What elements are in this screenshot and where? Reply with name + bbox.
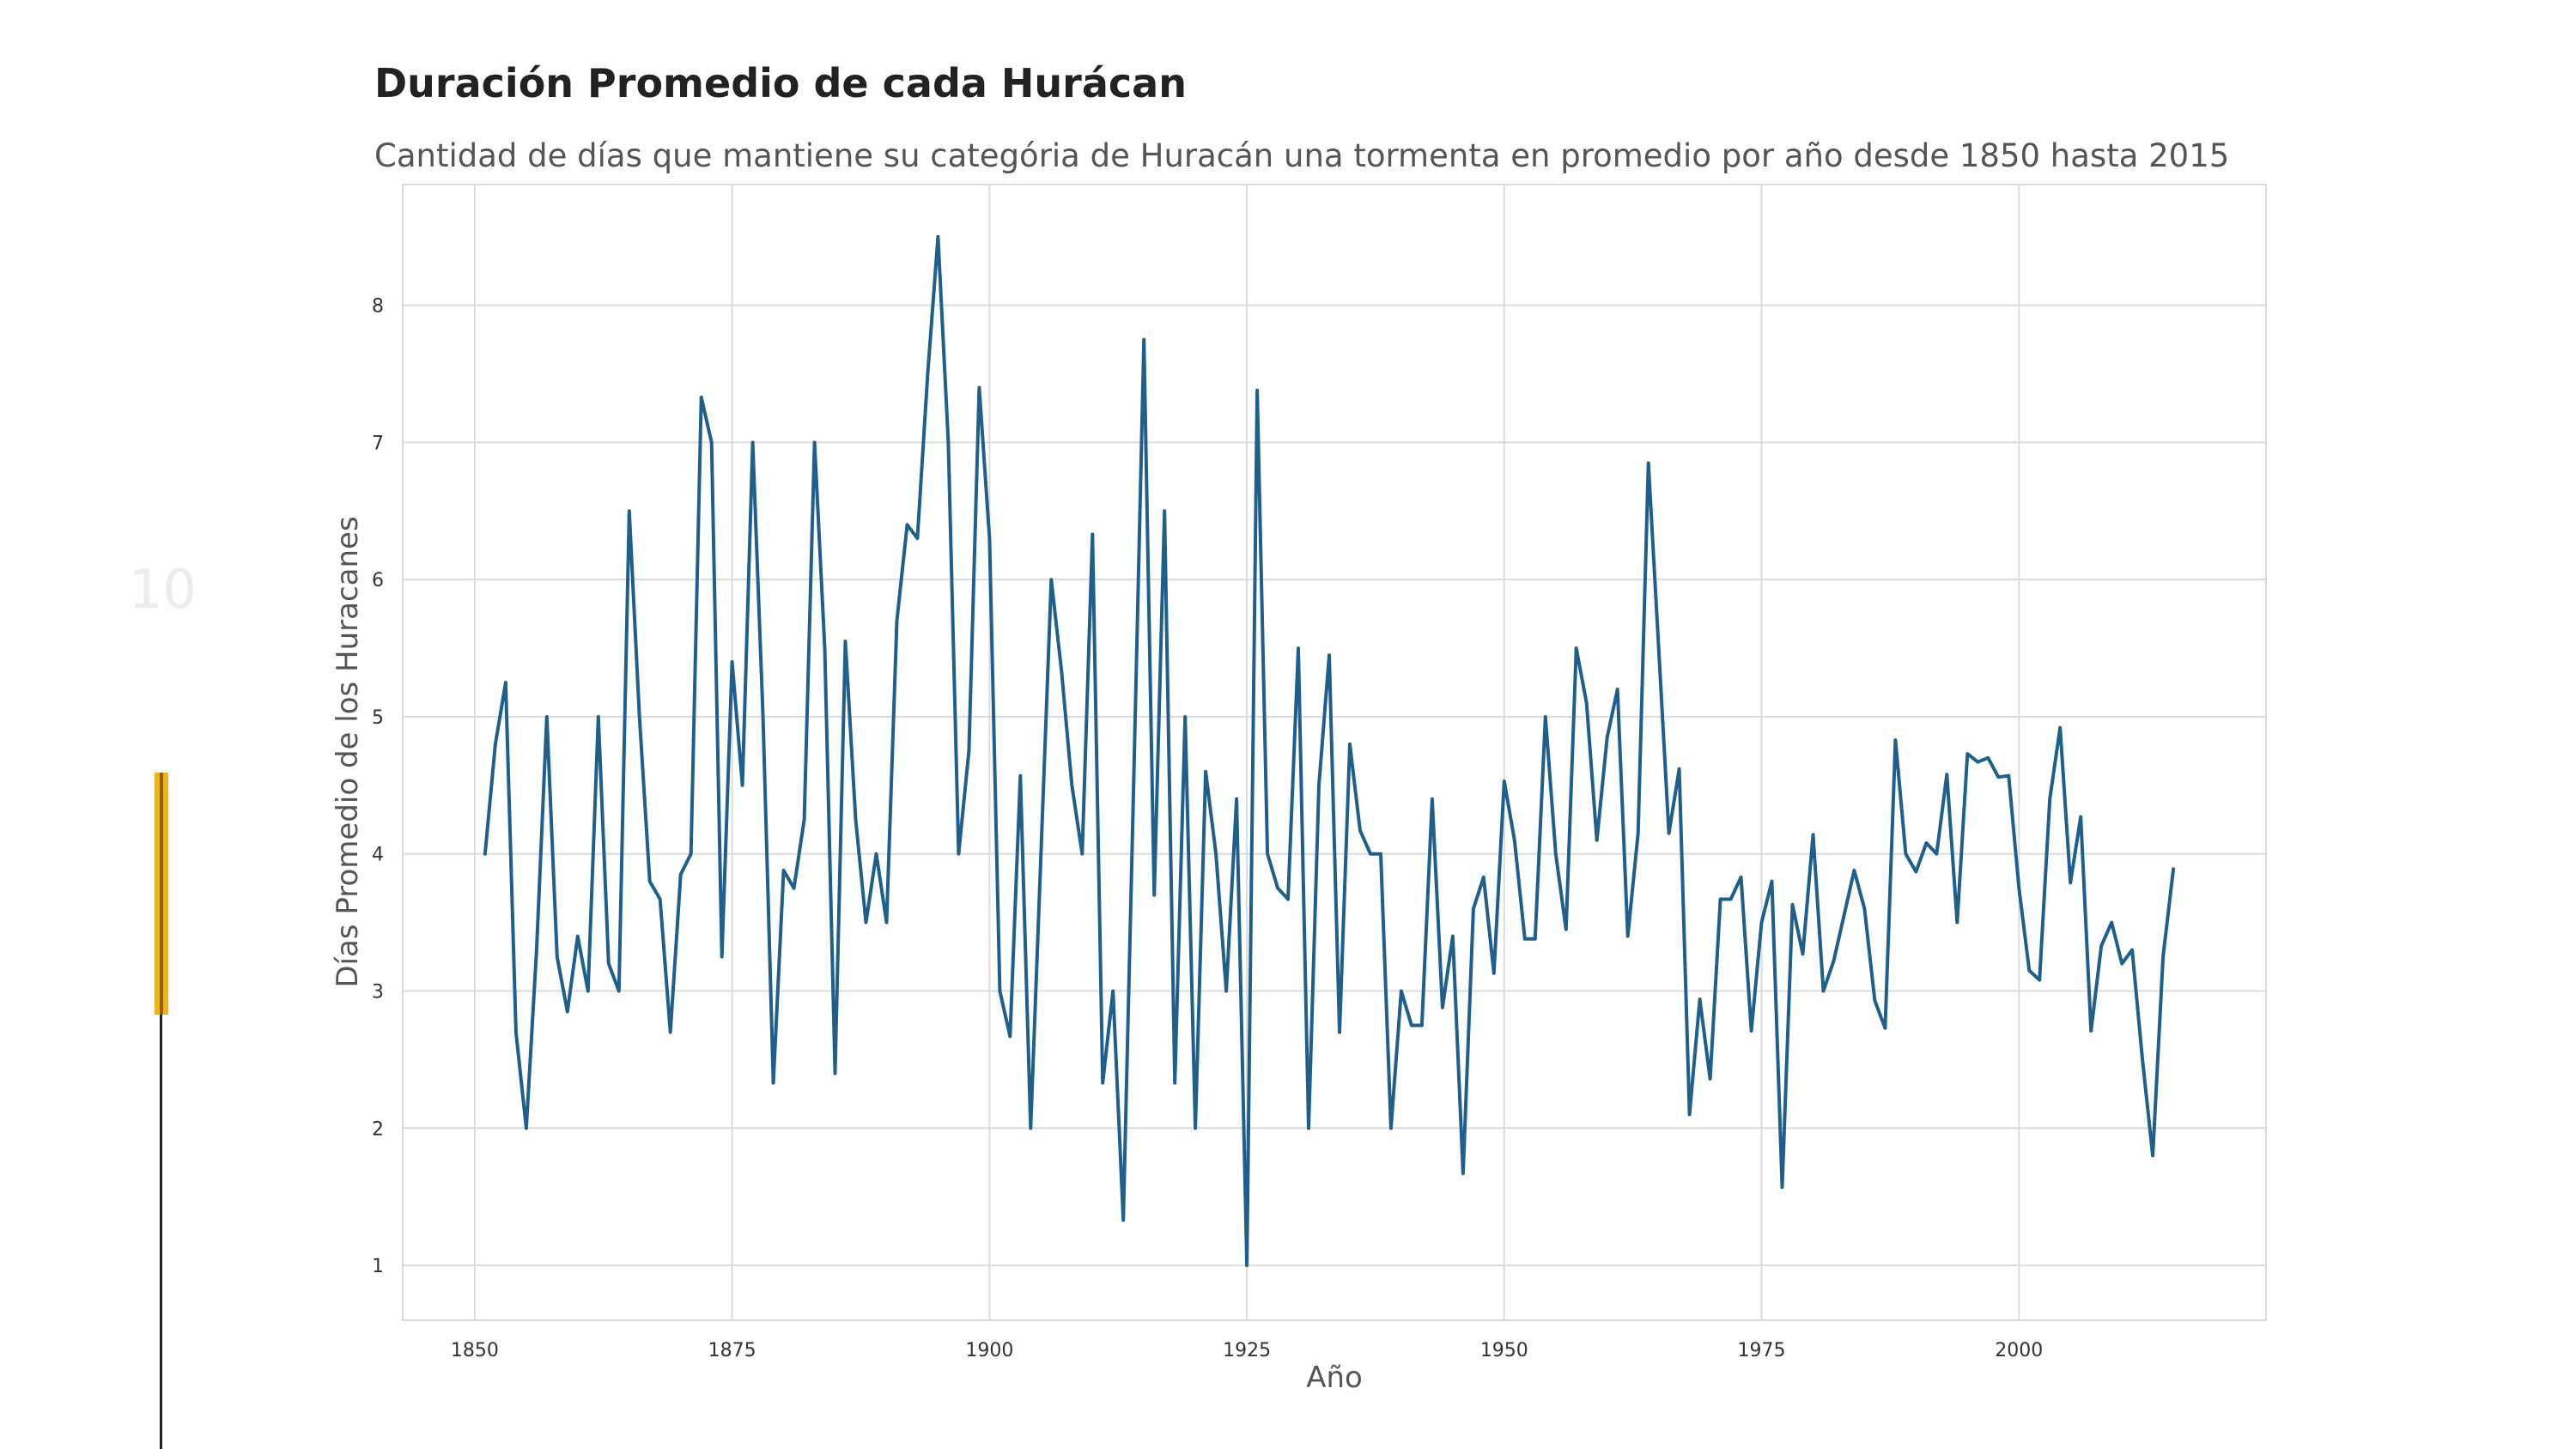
y-tick-label: 5 xyxy=(372,707,384,729)
x-tick-label: 2000 xyxy=(1995,1340,2043,1361)
y-tick-label: 8 xyxy=(372,296,384,318)
x-tick-labels: 1850 1875 1900 1925 1950 1975 2000 xyxy=(451,1340,2043,1361)
x-tick-label: 1925 xyxy=(1223,1340,1271,1361)
chart-subtitle: Cantidad de días que mantiene su categór… xyxy=(374,137,2230,174)
x-tick-label: 1850 xyxy=(451,1340,499,1361)
x-axis-label: Año xyxy=(1306,1361,1363,1395)
plot-frame xyxy=(402,184,2267,1321)
timeline-line xyxy=(160,773,162,1449)
y-tick-label: 4 xyxy=(372,845,384,866)
timeline-accent-core xyxy=(160,773,163,1015)
x-tick-label: 1975 xyxy=(1738,1340,1786,1361)
series-line xyxy=(483,234,2176,1268)
y-tick-label: 3 xyxy=(372,982,384,1003)
x-tick-label: 1950 xyxy=(1480,1340,1528,1361)
y-axis-label: Días Promedio de los Huracanes xyxy=(331,516,365,987)
grid-lines xyxy=(403,185,2266,1320)
x-tick-label: 1900 xyxy=(965,1340,1013,1361)
y-tick-labels: 1 2 3 4 5 6 7 8 xyxy=(372,296,384,1277)
y-tick-label: 1 xyxy=(372,1256,384,1277)
y-tick-label: 7 xyxy=(372,433,384,454)
y-tick-label: 6 xyxy=(372,570,384,591)
y-tick-label: 2 xyxy=(372,1119,384,1140)
chart-title: Duración Promedio de cada Hurácan xyxy=(374,60,1187,106)
slide-number: 10 xyxy=(129,558,197,621)
x-tick-label: 1875 xyxy=(708,1340,756,1361)
